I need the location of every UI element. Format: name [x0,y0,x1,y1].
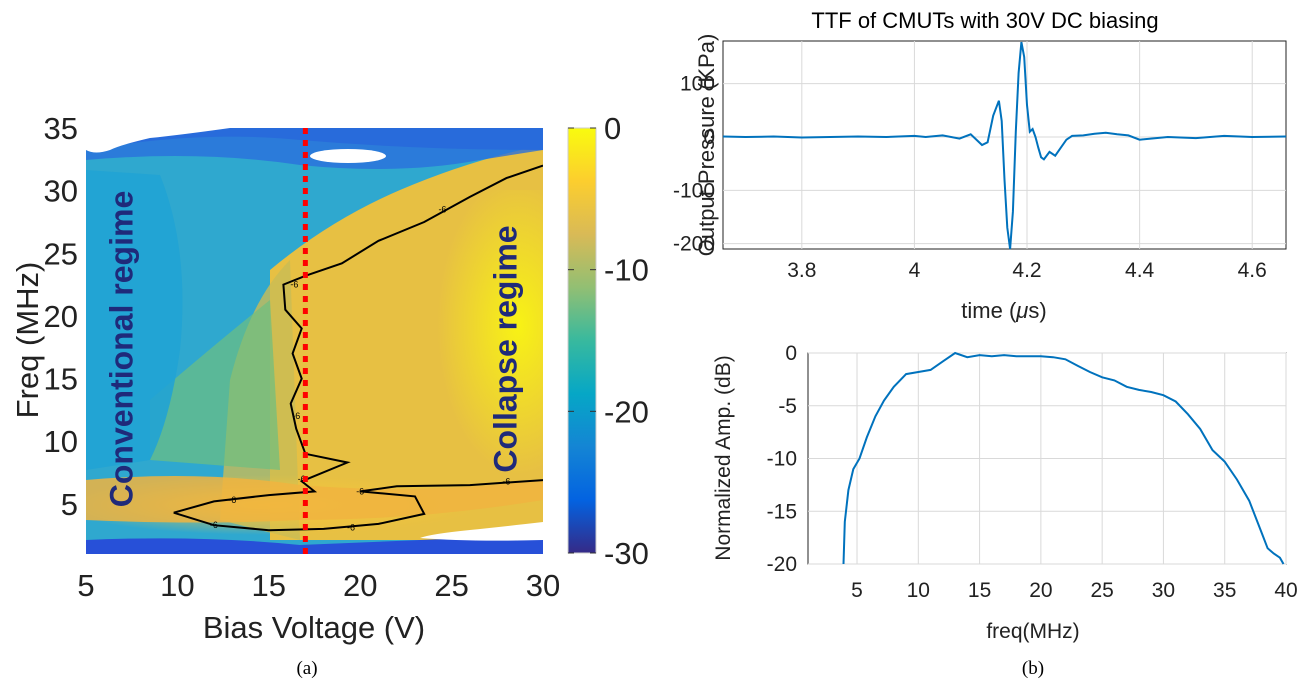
bottom-xtick-label: 25 [1090,579,1113,602]
a-ytick-label: 25 [44,236,78,271]
top-xtick-label: 4.6 [1238,259,1267,282]
bottom-ytick-label: -20 [767,553,797,576]
a-xtick-label: 15 [252,568,286,603]
bottom-ytick-label: -10 [767,448,797,471]
top-series-line [722,41,1287,250]
contour-label: -6 [290,280,298,290]
contour-label: -6 [347,523,355,533]
colorbar-tick-label: -10 [604,253,649,288]
top-xlabel: time (μs) [961,298,1046,323]
contour-line-inner [173,164,543,514]
top-ylabel: Output Pressure (KPa) [694,34,719,257]
panel-b-caption: (b) [1022,658,1044,679]
bottom-xtick-label: 15 [968,579,991,602]
a-ytick-label: 35 [44,111,78,146]
bottom-ytick-label: -15 [767,500,797,523]
bottom-ytick-label: 0 [785,342,797,365]
a-ytick-label: 20 [44,299,78,334]
bottom-xtick-label: 40 [1274,579,1297,602]
contour-label: -6 [502,476,510,486]
panel-a-caption: (a) [296,658,317,679]
panel-a-ylabel: Freq (MHz) [10,262,45,419]
contour-line-outer [173,479,543,532]
top-ytick-label: -100 [673,179,715,202]
a-xtick-label: 20 [343,568,377,603]
a-ytick-label: 10 [44,424,78,459]
colorbar-ticks: 0 -10 -20 -30 [568,111,649,571]
contour-label: -6 [298,474,306,484]
bottom-ylabel: Normalized Amp. (dB) [712,355,735,560]
bottom-ytick-label: -5 [778,395,797,418]
bottom-xtick-label: 35 [1213,579,1236,602]
annotation-conventional: Conventional regime [104,191,140,508]
top-xtick-label: 4 [909,259,921,282]
panel-a-ticks: 5 10 15 20 25 30 5 10 15 20 25 30 35 [44,111,561,603]
top-xtick-label: 4.4 [1125,259,1155,282]
contour-label: -6 [228,495,236,505]
top-ytick-label: 0 [703,126,715,149]
colorbar-tick-label: -20 [604,394,649,429]
bottom-ticks: 5 10 15 20 25 30 35 40 0 -5 -10 -15 -20 [767,342,1298,602]
bottom-xtick-label: 30 [1152,579,1175,602]
panel-a-xlabel: Bias Voltage (V) [203,610,425,645]
contour-label: -6 [356,486,364,496]
panel-b-title: TTF of CMUTs with 30V DC biasing [811,8,1158,33]
contour-label: -6 [292,411,300,421]
a-xtick-label: 10 [160,568,194,603]
a-xtick-label: 25 [434,568,468,603]
top-xtick-label: 4.2 [1012,259,1041,282]
bottom-xtick-label: 5 [851,579,863,602]
bottom-series-line [842,351,1285,565]
a-ytick-label: 30 [44,174,78,209]
bottom-grid [808,352,1287,565]
a-ytick-label: 5 [61,487,78,522]
bottom-xtick-label: 20 [1029,579,1052,602]
top-ytick-label: -200 [673,233,715,256]
contour-label: -6 [210,520,218,530]
colorbar [567,127,597,554]
annotation-collapse: Collapse regime [487,225,523,472]
bottom-xtick-label: 10 [907,579,930,602]
colorbar-tick-label: 0 [604,111,621,146]
top-ticks: 3.8 4 4.2 4.4 4.6 100 0 -100 -200 [673,73,1267,282]
top-ytick-label: 100 [680,73,715,96]
colorbar-tick-label: -30 [604,536,649,571]
top-plot-area [722,40,1287,250]
top-xtick-label: 3.8 [787,259,816,282]
a-ytick-label: 15 [44,362,78,397]
contour-label: -6 [438,204,446,214]
a-xtick-label: 5 [77,568,94,603]
a-xtick-label: 30 [526,568,560,603]
contour-labels: -6 -6 -6 -6 -6 -6 -6 -6 -6 [210,204,510,532]
bottom-xlabel: freq(MHz) [986,620,1079,643]
